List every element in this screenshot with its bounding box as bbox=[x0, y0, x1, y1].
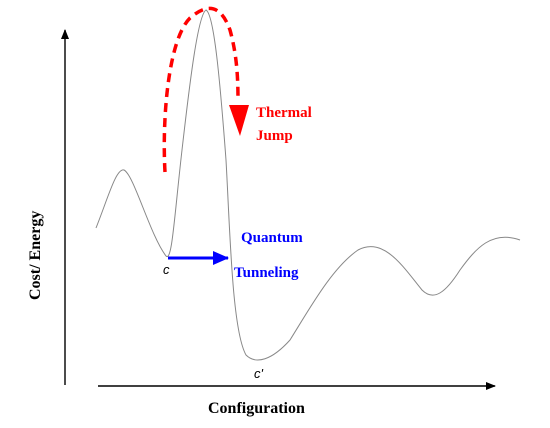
point-c-label: c bbox=[163, 262, 170, 277]
thermal-label-line1: Thermal bbox=[256, 105, 312, 121]
x-axis-label: Configuration bbox=[208, 400, 305, 417]
thermal-label-line2: Jump bbox=[256, 128, 293, 144]
energy-curve bbox=[95, 9, 521, 361]
y-axis-label: Cost/ Energy bbox=[27, 211, 44, 300]
thermal-jump-arrow bbox=[162, 6, 240, 173]
point-c-prime-label: c' bbox=[254, 366, 264, 381]
thermal-arrowhead bbox=[229, 105, 249, 136]
quantum-label-line1: Quantum bbox=[241, 230, 303, 246]
quantum-label-line2: Tunneling bbox=[234, 265, 299, 281]
